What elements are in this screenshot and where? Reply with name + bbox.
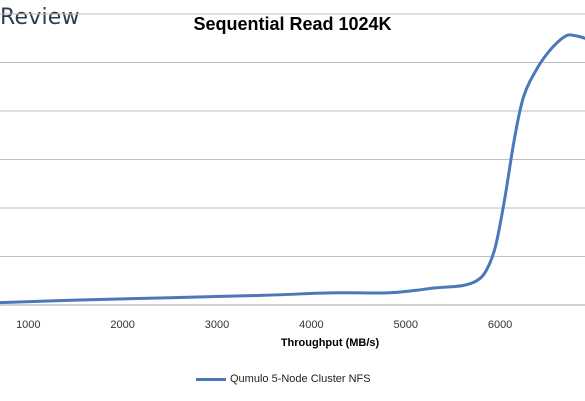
x-tick-label: 2000 xyxy=(110,319,134,331)
x-tick-label: 6000 xyxy=(488,319,512,331)
legend-line-swatch xyxy=(196,377,226,381)
x-tick-label: 3000 xyxy=(205,319,229,331)
review-logo: Review xyxy=(0,5,80,30)
chart-title: Sequential Read 1024K xyxy=(193,14,392,34)
series-line xyxy=(0,33,585,305)
x-tick-label: 5000 xyxy=(393,319,417,331)
x-tick-label: 1000 xyxy=(16,319,40,331)
legend: Qumulo 5-Node Cluster NFS xyxy=(196,373,371,385)
x-tick-label: 4000 xyxy=(299,319,323,331)
x-axis-label: Throughput (MB/s) xyxy=(280,337,380,349)
legend-series-label: Qumulo 5-Node Cluster NFS xyxy=(230,373,371,385)
